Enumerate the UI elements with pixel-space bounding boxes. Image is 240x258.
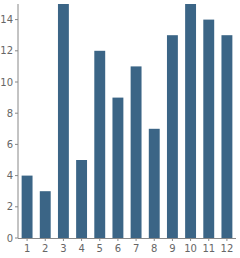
bar — [203, 20, 214, 238]
x-tick — [136, 238, 137, 241]
x-tick-label: 10 — [184, 243, 197, 254]
y-tick-label: 6 — [7, 139, 13, 150]
x-tick — [154, 238, 155, 241]
bar — [149, 129, 160, 238]
x-tick — [27, 238, 28, 241]
x-tick-label: 3 — [60, 243, 66, 254]
bar — [22, 176, 33, 238]
y-tick — [15, 175, 18, 176]
y-tick-label: 4 — [7, 170, 13, 181]
y-tick — [15, 238, 18, 239]
y-axis — [18, 4, 19, 238]
x-tick — [81, 238, 82, 241]
chart-svg: 02468101214123456789101112 — [0, 0, 240, 258]
bar — [221, 35, 232, 238]
y-tick — [15, 113, 18, 114]
bar — [185, 4, 196, 238]
bar — [112, 98, 123, 238]
x-tick-label: 2 — [42, 243, 48, 254]
bar — [76, 160, 87, 238]
y-tick — [15, 144, 18, 145]
x-tick-label: 11 — [202, 243, 215, 254]
y-tick — [15, 19, 18, 20]
y-tick-label: 2 — [7, 201, 13, 212]
x-tick-label: 6 — [115, 243, 121, 254]
y-tick — [15, 206, 18, 207]
y-tick-label: 10 — [0, 77, 13, 88]
y-tick-label: 8 — [7, 108, 13, 119]
y-tick-label: 0 — [7, 233, 13, 244]
x-tick-label: 1 — [24, 243, 30, 254]
x-tick — [99, 238, 100, 241]
bars — [22, 4, 233, 238]
x-tick — [226, 238, 227, 241]
x-tick — [117, 238, 118, 241]
bar — [131, 66, 142, 238]
x-tick-label: 7 — [133, 243, 139, 254]
x-tick-label: 12 — [221, 243, 234, 254]
bar — [167, 35, 178, 238]
y-tick — [15, 82, 18, 83]
x-tick-label: 9 — [169, 243, 175, 254]
x-tick-label: 5 — [97, 243, 103, 254]
y-tick — [15, 50, 18, 51]
bar — [40, 191, 51, 238]
chart-container: 02468101214123456789101112 — [0, 0, 240, 258]
bar — [94, 51, 105, 238]
x-tick-label: 4 — [78, 243, 84, 254]
x-tick — [45, 238, 46, 241]
x-tick — [63, 238, 64, 241]
y-tick-label: 14 — [0, 14, 13, 25]
x-axis — [18, 238, 236, 239]
x-tick — [208, 238, 209, 241]
x-tick — [190, 238, 191, 241]
x-tick-label: 8 — [151, 243, 157, 254]
bar — [58, 4, 69, 238]
y-tick-label: 12 — [0, 45, 13, 56]
x-tick — [172, 238, 173, 241]
